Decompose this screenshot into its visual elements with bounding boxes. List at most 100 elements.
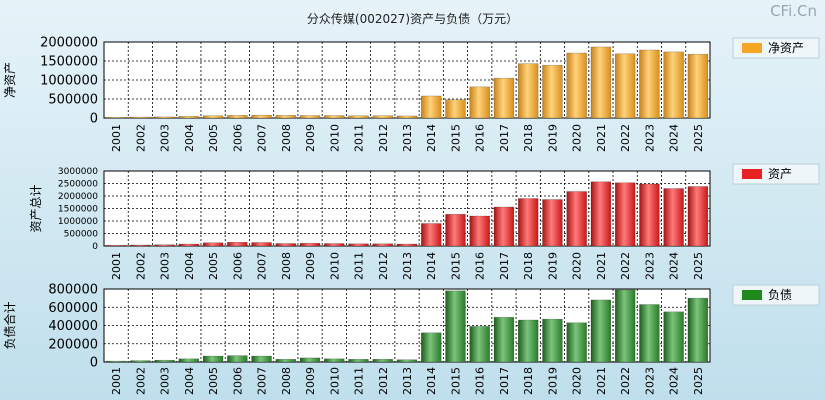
- x-tick-label: 2023: [643, 124, 656, 152]
- bar-total-assets-2018: [518, 198, 539, 247]
- bar-total-assets-2019: [542, 199, 563, 247]
- bar-net-assets-2016: [469, 86, 490, 119]
- y-tick-label: 2000000: [40, 36, 98, 51]
- x-tick-label: 2003: [159, 367, 172, 395]
- bar-net-assets-2023: [639, 49, 660, 119]
- y-tick-label: 500000: [64, 230, 99, 240]
- x-tick-label: 2010: [328, 124, 341, 152]
- y-tick-label: 1500000: [58, 205, 98, 215]
- bar-total-assets-2013: [396, 243, 418, 247]
- bar-total-assets-2009: [299, 243, 321, 247]
- x-tick-label: 2022: [619, 124, 632, 152]
- x-tick-label: 2015: [449, 367, 462, 395]
- chart-panel-total-assets: 0 500000 1000000 1500000 2000000 2500000 30000…: [29, 163, 820, 280]
- x-tick-label: 2019: [546, 367, 559, 395]
- bar-total-liabilities-2013: [396, 359, 418, 363]
- bar-net-assets-2011: [348, 115, 369, 119]
- x-tick-label: 2006: [231, 367, 244, 395]
- bar-total-assets-2004: [178, 243, 200, 247]
- bar-total-assets-2021: [590, 181, 612, 247]
- x-tick-label: 2006: [231, 252, 244, 280]
- bar-total-liabilities-2024: [663, 311, 684, 363]
- bar-net-assets-2025: [687, 53, 709, 119]
- x-tick-label: 2020: [571, 252, 584, 280]
- bar-total-liabilities-2025: [687, 297, 709, 363]
- bar-net-assets-2015: [445, 99, 466, 119]
- x-tick-label: 2007: [256, 252, 269, 280]
- x-tick-label: 2001: [110, 367, 123, 395]
- bar-net-assets-2018: [518, 63, 539, 119]
- bar-net-assets-2017: [493, 77, 515, 119]
- x-tick-label: 2004: [183, 252, 196, 280]
- x-tick-label: 2011: [353, 367, 366, 395]
- bar-total-liabilities-2010: [324, 358, 345, 363]
- y-tick-label: 800000: [48, 283, 98, 298]
- x-tick-label: 2007: [256, 124, 269, 152]
- y-tick-label: 2000000: [58, 192, 98, 202]
- y-tick-label: 2500000: [58, 180, 98, 190]
- bar-total-assets-2020: [566, 191, 587, 247]
- x-tick-label: 2005: [207, 367, 220, 395]
- y-tick-label: 200000: [48, 337, 98, 352]
- watermark: CFi.Cn: [770, 2, 817, 20]
- bar-total-assets-2003: [154, 244, 175, 247]
- x-tick-label: 2009: [304, 252, 317, 280]
- y-tick-label: 600000: [48, 301, 98, 316]
- bar-total-liabilities-2011: [348, 359, 369, 363]
- y-axis-label: 负债合计: [2, 301, 17, 349]
- x-tick-label: 2016: [474, 124, 487, 152]
- bar-net-assets-2010: [324, 115, 345, 119]
- bar-total-liabilities-2021: [590, 299, 612, 363]
- legend-total-assets: 资产: [732, 163, 820, 185]
- x-tick-label: 2022: [619, 252, 632, 280]
- legend-net-assets: 净资产: [732, 37, 820, 59]
- bar-net-assets-2003: [154, 116, 175, 119]
- legend-label: 负债: [768, 288, 792, 302]
- bar-total-assets-2010: [324, 243, 345, 247]
- x-tick-label: 2013: [401, 124, 414, 152]
- x-tick-label: 2017: [498, 124, 511, 152]
- bar-net-assets-2002: [130, 116, 151, 119]
- bar-total-assets-2024: [663, 188, 684, 247]
- bar-net-assets-2022: [614, 53, 636, 119]
- x-tick-label: 2015: [449, 252, 462, 280]
- bar-total-assets-2015: [445, 214, 466, 247]
- x-tick-label: 2017: [498, 252, 511, 280]
- x-tick-label: 2016: [474, 252, 487, 280]
- bar-total-liabilities-2004: [178, 358, 200, 363]
- bar-total-liabilities-2015: [445, 290, 466, 363]
- x-tick-label: 2019: [546, 252, 559, 280]
- bar-total-assets-2017: [493, 206, 515, 247]
- bar-total-assets-2016: [469, 215, 490, 247]
- x-tick-label: 2019: [546, 124, 559, 152]
- y-tick-label: 0: [90, 112, 98, 127]
- bar-total-assets-2023: [639, 183, 660, 247]
- bar-net-assets-2019: [542, 64, 563, 119]
- bar-net-assets-2024: [663, 51, 684, 119]
- bar-net-assets-2008: [275, 115, 296, 119]
- y-tick-label: 1000000: [40, 74, 98, 89]
- bar-total-assets-2005: [202, 242, 224, 247]
- bar-net-assets-2013: [396, 115, 418, 119]
- bar-net-assets-2001: [105, 116, 127, 119]
- bar-total-liabilities-2005: [202, 355, 224, 363]
- bar-total-assets-2025: [687, 186, 709, 247]
- bar-total-assets-2006: [227, 242, 248, 247]
- bar-total-assets-2011: [348, 243, 369, 247]
- x-tick-label: 2024: [668, 252, 681, 280]
- x-tick-label: 2025: [692, 367, 705, 395]
- x-tick-label: 2004: [183, 367, 196, 395]
- bar-net-assets-2012: [372, 115, 393, 119]
- x-tick-label: 2002: [134, 124, 147, 152]
- bar-total-assets-2014: [421, 223, 442, 247]
- x-tick-label: 2002: [134, 252, 147, 280]
- x-tick-label: 2014: [425, 124, 438, 152]
- x-tick-label: 2008: [280, 252, 293, 280]
- x-tick-label: 2021: [595, 124, 608, 152]
- x-tick-label: 2011: [353, 124, 366, 152]
- bar-total-liabilities-2002: [130, 360, 151, 363]
- legend-total-liabilities: 负债: [732, 284, 820, 306]
- x-tick-label: 2005: [207, 124, 220, 152]
- x-tick-label: 2012: [377, 367, 390, 395]
